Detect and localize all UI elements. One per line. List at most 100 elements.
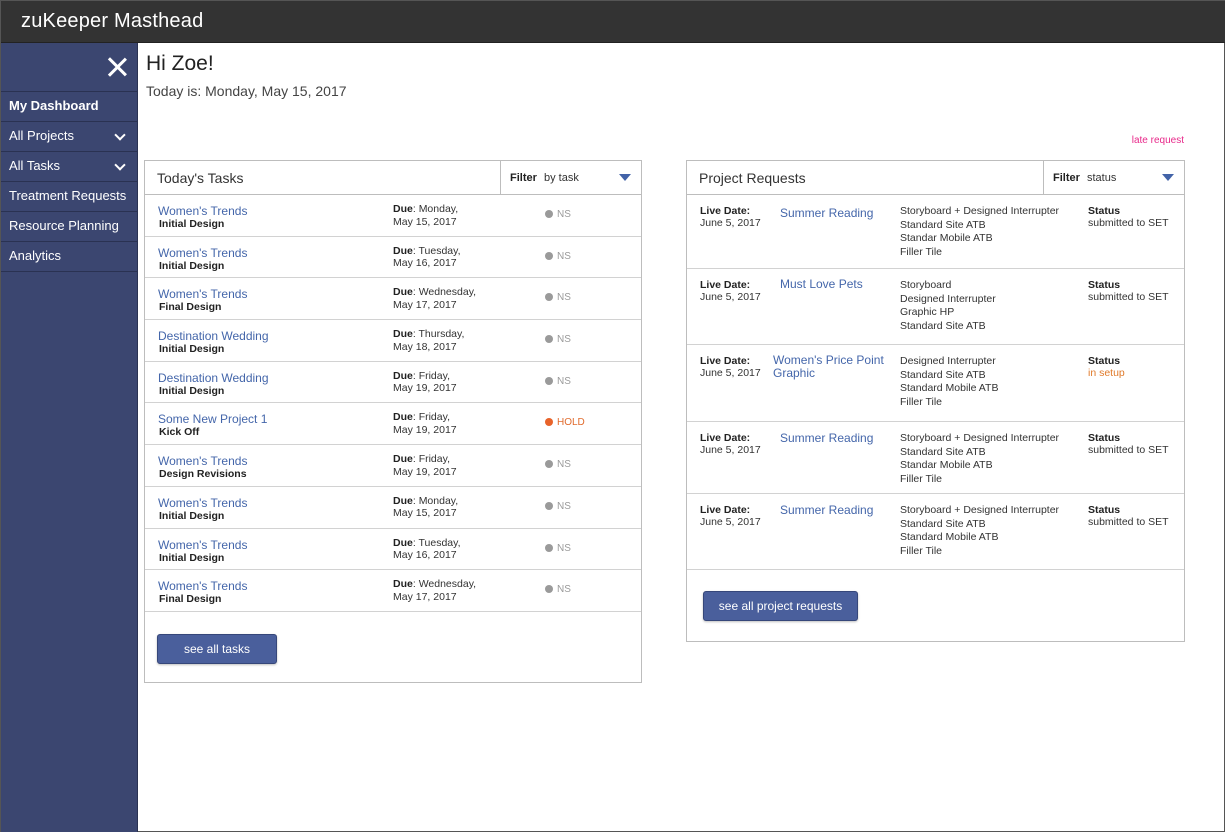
table-row: Some New Project 1 Kick Off Due: Friday, Ma… bbox=[145, 403, 641, 446]
tasks-filter-dropdown[interactable]: Filter by task bbox=[500, 161, 641, 194]
due-label: Due bbox=[393, 244, 413, 257]
request-status: Status in setup bbox=[1088, 355, 1125, 379]
task-project-link[interactable]: Some New Project 1 bbox=[158, 412, 268, 427]
due-day: Tuesday, bbox=[418, 244, 461, 257]
sidebar-item-label: My Dashboard bbox=[9, 98, 99, 113]
list-item: Live Date: June 5, 2017 Summer Reading Stor… bbox=[687, 422, 1184, 494]
requests-filter-dropdown[interactable]: Filter status bbox=[1043, 161, 1184, 194]
task-project-link[interactable]: Destination Wedding bbox=[158, 370, 269, 385]
caret-down-icon[interactable] bbox=[619, 174, 631, 181]
due-label: Due bbox=[393, 494, 413, 507]
status-text: NS bbox=[557, 542, 571, 554]
see-all-project-requests-button[interactable]: see all project requests bbox=[703, 591, 858, 621]
deliverable-item: Filler Tile bbox=[900, 544, 943, 557]
deliverable-item: Designed Interrupter bbox=[900, 355, 996, 367]
task-due: Due: Wednesday, May 17, 2017 bbox=[393, 578, 477, 603]
due-label: Due bbox=[393, 536, 413, 549]
due-day: Friday, bbox=[418, 453, 450, 466]
status-value: submitted to SET bbox=[1088, 516, 1169, 528]
sidebar-item-analytics[interactable]: Analytics bbox=[1, 242, 138, 272]
see-all-tasks-button[interactable]: see all tasks bbox=[157, 634, 277, 664]
live-date-label: Live Date: bbox=[700, 205, 751, 217]
deliverable-item: Standard Site ATB bbox=[900, 517, 986, 530]
deliverable-item: Standard Mobile ATB bbox=[900, 382, 999, 395]
request-project-link[interactable]: Summer Reading bbox=[780, 503, 874, 517]
requests-panel-title: Project Requests bbox=[699, 170, 806, 186]
task-name: Initial Design bbox=[159, 218, 225, 230]
live-date: Live Date: June 5, 2017 bbox=[700, 205, 761, 229]
list-item: Live Date: June 5, 2017 Women's Price Poin… bbox=[687, 345, 1184, 422]
task-due: Due: Friday, May 19, 2017 bbox=[393, 369, 457, 395]
deliverable-item: Filler Tile bbox=[900, 472, 943, 485]
deliverable-item: Standard Site ATB bbox=[900, 368, 986, 381]
due-label: Due bbox=[393, 453, 413, 466]
request-project-link[interactable]: Must Love Pets bbox=[780, 277, 863, 291]
task-due: Due: Monday, May 15, 2017 bbox=[393, 203, 459, 228]
sidebar-item-treatment-requests[interactable]: Treatment Requests bbox=[1, 182, 138, 212]
deliverable-item: Filler Tile bbox=[900, 395, 943, 408]
sidebar-item-my-dashboard[interactable]: My Dashboard bbox=[1, 92, 138, 122]
live-date: Live Date: June 5, 2017 bbox=[700, 432, 761, 456]
task-project-link[interactable]: Women's Trends bbox=[158, 579, 248, 594]
task-name: Initial Design bbox=[159, 551, 225, 564]
due-day: Monday, bbox=[418, 494, 459, 507]
due-label: Due bbox=[393, 203, 413, 215]
live-date-label: Live Date: bbox=[700, 355, 751, 367]
task-name: Initial Design bbox=[159, 343, 225, 356]
deliverables-list: Designed Interrupter Standard Site ATB Sta… bbox=[900, 355, 998, 409]
due-date: May 19, 2017 bbox=[393, 423, 457, 436]
live-date-value: June 5, 2017 bbox=[700, 367, 761, 379]
task-project-link[interactable]: Women's Trends bbox=[158, 454, 248, 469]
status-dot-icon bbox=[545, 543, 553, 552]
task-project-link[interactable]: Destination Wedding bbox=[158, 329, 269, 344]
request-status: Status submitted to SET bbox=[1088, 504, 1169, 528]
due-date: May 15, 2017 bbox=[393, 507, 457, 520]
request-project-link[interactable]: Summer Reading bbox=[780, 431, 874, 445]
table-row: Destination Wedding Initial Design Due: Fr… bbox=[145, 362, 641, 404]
request-project-link[interactable]: Women's Price Point Graphic bbox=[773, 353, 884, 380]
filter-label: Filter bbox=[510, 172, 537, 184]
table-row: Women's Trends Final Design Due: Wednesday… bbox=[145, 570, 641, 612]
due-day: Thursday, bbox=[418, 328, 465, 341]
status-text: HOLD bbox=[557, 417, 585, 429]
status-badge: NS bbox=[545, 292, 571, 303]
status-text: NS bbox=[557, 375, 571, 387]
task-project-link[interactable]: Women's Trends bbox=[158, 537, 248, 552]
due-day: Friday, bbox=[418, 369, 450, 382]
caret-down-icon[interactable] bbox=[1162, 174, 1174, 181]
deliverable-item: Storyboard + Designed Interrupter bbox=[900, 504, 1060, 516]
deliverable-item: Standard Mobile ATB bbox=[900, 531, 999, 544]
status-badge: NS bbox=[545, 543, 571, 554]
task-name: Initial Design bbox=[159, 259, 225, 272]
task-project-link[interactable]: Women's Trends bbox=[158, 287, 248, 302]
live-date-label: Live Date: bbox=[700, 432, 751, 444]
due-date: May 17, 2017 bbox=[393, 298, 457, 311]
status-label: Status bbox=[1088, 355, 1121, 367]
live-date-value: June 5, 2017 bbox=[700, 217, 761, 229]
status-dot-icon bbox=[545, 585, 553, 594]
masthead: zuKeeper Masthead bbox=[1, 1, 1225, 43]
request-project-link[interactable]: Summer Reading bbox=[780, 206, 874, 220]
project-requests-panel: Project Requests Filter status Live Date… bbox=[686, 160, 1185, 642]
sidebar-item-label: Treatment Requests bbox=[9, 188, 127, 203]
task-project-link[interactable]: Women's Trends bbox=[158, 495, 248, 510]
status-badge: NS bbox=[545, 459, 571, 470]
task-name: Final Design bbox=[159, 301, 222, 314]
task-project-link[interactable]: Women's Trends bbox=[158, 245, 248, 260]
chevron-down-icon[interactable] bbox=[114, 129, 126, 141]
chevron-down-icon[interactable] bbox=[114, 159, 126, 171]
sidebar-item-all-tasks[interactable]: All Tasks bbox=[1, 152, 138, 182]
due-date: May 18, 2017 bbox=[393, 340, 457, 353]
task-project-link[interactable]: Women's Trends bbox=[158, 204, 248, 218]
deliverable-item: Standard Site ATB bbox=[900, 218, 986, 231]
due-label: Due bbox=[393, 411, 413, 424]
close-icon[interactable] bbox=[105, 55, 129, 79]
deliverable-item: Standard Site ATB bbox=[900, 445, 986, 458]
live-date: Live Date: June 5, 2017 bbox=[700, 279, 761, 303]
sidebar-item-all-projects[interactable]: All Projects bbox=[1, 122, 138, 152]
sidebar-item-resource-planning[interactable]: Resource Planning bbox=[1, 212, 138, 242]
today-date: Today is: Monday, May 15, 2017 bbox=[146, 83, 347, 99]
status-badge: NS bbox=[545, 251, 571, 262]
status-label: Status bbox=[1088, 432, 1121, 444]
list-item: Live Date: June 5, 2017 Summer Reading Stor… bbox=[687, 195, 1184, 269]
